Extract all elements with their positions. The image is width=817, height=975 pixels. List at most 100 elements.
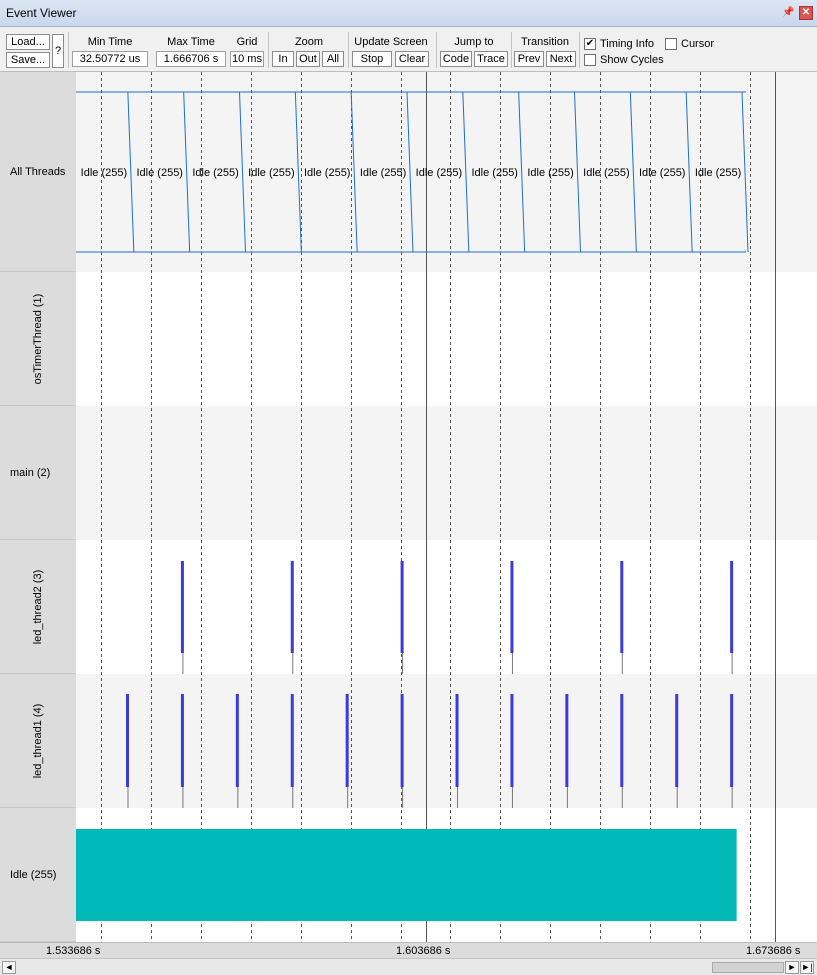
jump-trace-button[interactable]: Trace: [474, 51, 508, 67]
row-background: [76, 406, 817, 540]
stop-button[interactable]: Stop: [352, 51, 392, 67]
all-threads-transition: [350, 91, 358, 253]
timing-info-checkbox[interactable]: ✔: [584, 38, 596, 50]
pin-icon[interactable]: 📌: [782, 7, 795, 18]
scroll-thumb[interactable]: [712, 962, 784, 973]
row-label-idle[interactable]: Idle (255): [0, 808, 76, 942]
scroll-right-icon[interactable]: ►: [785, 961, 799, 974]
row-background: [76, 540, 817, 674]
clear-button[interactable]: Clear: [395, 51, 429, 67]
row-label-all-threads[interactable]: All Threads: [0, 72, 76, 272]
all-threads-transition: [462, 91, 470, 253]
led-thread2-event: [400, 561, 404, 653]
led-thread2-event: [290, 561, 294, 653]
jump-to-label: Jump to: [454, 36, 494, 48]
toolbar-separator: [68, 32, 69, 68]
timeline-canvas[interactable]: Idle (255) Idle (255) Idle (255) Idle (255)…: [76, 72, 817, 942]
timeline-svg[interactable]: Idle (255) Idle (255) Idle (255) Idle (255)…: [76, 72, 817, 942]
update-screen-label: Update Screen: [354, 36, 428, 48]
grid-value: 10 ms: [230, 51, 264, 67]
all-threads-transition: [518, 91, 526, 253]
max-time-value: 1.666706 s: [156, 51, 226, 67]
close-icon[interactable]: ✕: [799, 6, 813, 20]
led-thread1-event: [510, 694, 514, 787]
row-label-text: led_thread1 (4): [32, 703, 44, 778]
all-threads-segment-label: Idle (255): [248, 167, 294, 179]
horizontal-scrollbar[interactable]: ◄ ► ►|: [0, 958, 817, 975]
all-threads-segment-label: Idle (255): [695, 167, 741, 179]
min-time-label: Min Time: [87, 36, 133, 48]
all-threads-segment-label: Idle (255): [416, 167, 462, 179]
all-threads-transition: [629, 91, 637, 253]
all-threads-segment-label: Idle (255): [527, 167, 573, 179]
transition-label: Transition: [521, 36, 569, 48]
row-label-text: osTimerThread (1): [32, 293, 44, 384]
min-time-value: 32.50772 us: [72, 51, 148, 67]
transition-next-button[interactable]: Next: [546, 51, 576, 67]
title-bar: Event Viewer 📌 ✕: [0, 0, 817, 27]
all-threads-transition: [294, 91, 302, 253]
show-cycles-checkbox[interactable]: [584, 54, 596, 66]
all-threads-transition: [127, 91, 135, 253]
toolbar: Load... Save... ? Min Time 32.50772 us M…: [0, 28, 817, 72]
all-threads-transition: [685, 91, 693, 253]
row-label-text: main (2): [10, 466, 51, 479]
row-background: [76, 674, 817, 808]
show-cycles-label: Show Cycles: [600, 54, 664, 66]
row-label-ostimerthread[interactable]: osTimerThread (1): [0, 272, 76, 406]
row-label-main[interactable]: main (2): [0, 406, 76, 540]
toolbar-separator: [579, 32, 580, 68]
led-thread1-event: [235, 694, 239, 787]
window-title: Event Viewer: [6, 6, 77, 20]
grid-label: Grid: [236, 36, 258, 48]
scroll-end-icon[interactable]: ►|: [800, 961, 814, 974]
axis-end-label: 1.673686 s: [746, 945, 801, 957]
all-threads-transition: [741, 91, 749, 253]
all-threads-segment-label: Idle (255): [472, 167, 518, 179]
all-threads-segment-label: Idle (255): [639, 167, 685, 179]
row-background: [76, 72, 817, 272]
cursor-label: Cursor: [681, 38, 715, 50]
scroll-left-icon[interactable]: ◄: [2, 961, 16, 974]
all-threads-transition: [239, 91, 246, 253]
time-axis: 1.533686 s 1.603686 s 1.673686 s: [0, 942, 817, 958]
load-button[interactable]: Load...: [6, 34, 50, 50]
toolbar-separator: [511, 32, 512, 68]
led-thread1-event: [455, 694, 459, 787]
led-thread1-event: [290, 694, 294, 787]
row-background: [76, 272, 817, 406]
axis-mid-label: 1.603686 s: [396, 945, 451, 957]
all-threads-segment-label: Idle (255): [81, 167, 127, 179]
jump-code-button[interactable]: Code: [440, 51, 472, 67]
all-threads-segment-label: Idle (255): [304, 167, 350, 179]
led-thread2-event: [510, 561, 514, 653]
led-thread1-event: [565, 694, 569, 787]
timing-info-label: Timing Info: [600, 38, 655, 50]
all-threads-segment-label: Idle (255): [360, 167, 406, 179]
led-thread1-event: [400, 694, 404, 787]
row-label-led-thread1[interactable]: led_thread1 (4): [0, 674, 76, 808]
cursor-checkbox[interactable]: [665, 38, 677, 50]
all-threads-segment-label: Idle (255): [192, 167, 238, 179]
all-threads-segment-label: Idle (255): [583, 167, 629, 179]
transition-prev-button[interactable]: Prev: [514, 51, 544, 67]
all-threads-transition: [574, 91, 581, 253]
axis-start-label: 1.533686 s: [46, 945, 101, 957]
max-time-label: Max Time: [167, 36, 215, 48]
zoom-in-button[interactable]: In: [272, 51, 294, 67]
row-label-text: Idle (255): [10, 868, 57, 881]
zoom-out-button[interactable]: Out: [296, 51, 320, 67]
row-label-text: All Threads: [10, 165, 66, 178]
all-threads-transition: [183, 91, 191, 253]
led-thread1-event: [345, 694, 349, 787]
toolbar-separator: [268, 32, 269, 68]
zoom-all-button[interactable]: All: [322, 51, 344, 67]
led-thread2-event: [180, 561, 184, 653]
save-button[interactable]: Save...: [6, 52, 50, 68]
led-thread1-event: [730, 694, 734, 787]
led-thread1-event: [620, 694, 624, 787]
zoom-label: Zoom: [294, 36, 324, 48]
led-thread1-event: [125, 694, 129, 787]
row-label-led-thread2[interactable]: led_thread2 (3): [0, 540, 76, 674]
help-button[interactable]: ?: [52, 34, 64, 68]
